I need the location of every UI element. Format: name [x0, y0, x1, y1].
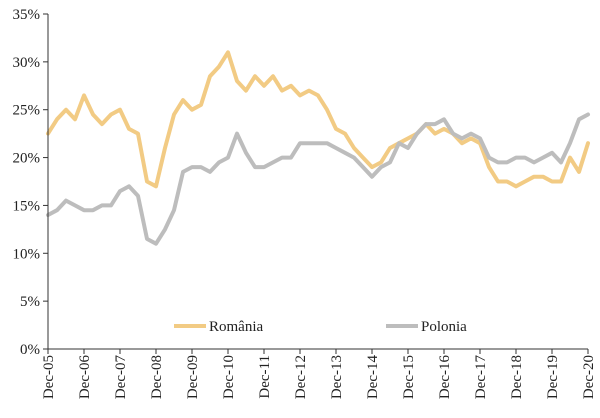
x-tick-label: Dec-18	[509, 355, 525, 399]
y-tick-label: 20%	[13, 151, 41, 167]
series-line-romania	[46, 50, 590, 189]
x-tick-label: Dec-14	[365, 355, 381, 400]
y-tick-label: 0%	[20, 342, 40, 358]
y-tick-label: 5%	[20, 294, 40, 310]
x-tick-label: Dec-12	[293, 355, 309, 399]
x-tick-label: Dec-10	[221, 355, 237, 399]
y-tick-label: 10%	[13, 246, 41, 262]
y-tick-label: 15%	[13, 198, 41, 214]
series-lines	[46, 50, 590, 246]
x-tick-label: Dec-08	[149, 355, 165, 399]
x-tick-label: Dec-19	[545, 355, 561, 399]
x-tick-label: Dec-15	[401, 355, 417, 399]
x-tick-label: Dec-06	[77, 355, 93, 400]
x-tick-label: Dec-16	[437, 355, 453, 400]
x-tick-label: Dec-07	[113, 355, 129, 400]
x-tick-label: Dec-13	[329, 355, 345, 399]
y-tick-label: 30%	[13, 55, 41, 71]
x-tick-label: Dec-17	[473, 355, 489, 400]
x-tick-label: Dec-09	[185, 355, 201, 399]
x-tick-label: Dec-11	[257, 355, 273, 399]
x-axis-ticks: Dec-05 Dec-06 Dec-07 Dec-08 Dec-09 Dec-10 Dec-…	[41, 349, 597, 399]
y-tick-label: 35%	[13, 7, 41, 23]
x-tick-label: Dec-05	[41, 355, 57, 399]
y-axis-ticks: 0% 5% 10% 15% 20% 25% 30% 35%	[13, 7, 48, 358]
legend: România Polonia	[174, 319, 467, 335]
x-tick-label: Dec-20	[581, 355, 597, 399]
legend-label-polonia: Polonia	[421, 319, 467, 335]
y-tick-label: 25%	[13, 103, 41, 119]
series-line-polonia	[46, 112, 590, 246]
legend-label-romania: România	[209, 319, 263, 335]
